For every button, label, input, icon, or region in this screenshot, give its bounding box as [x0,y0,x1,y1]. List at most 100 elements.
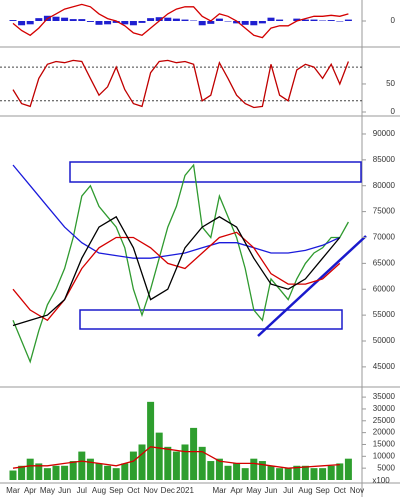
x-tick-label: Jul [283,486,293,495]
y-tick-label: 50 [386,79,395,88]
bar [284,468,292,480]
bar [181,19,189,21]
bar [293,18,301,21]
x-tick-label: Aug [298,486,312,495]
bar [276,468,284,480]
bar [241,468,249,480]
x-tick-label: Sep [109,486,124,495]
x-tick-label: Mar [213,486,227,495]
y-tick-label: 45000 [373,362,396,371]
bar [181,444,189,480]
y-tick-label: 90000 [373,129,396,138]
bar [267,17,275,21]
bar [138,21,146,23]
unit-label: x100 [372,476,390,485]
x-tick-label: Sep [315,486,330,495]
x-tick-label: Apr [24,486,37,495]
y-tick-label: 65000 [373,258,396,267]
series-line [12,163,349,364]
y-tick-label: 5000 [377,463,395,472]
x-tick-label: May [246,486,261,495]
bar [18,21,26,26]
x-tick-label: Jun [265,486,278,495]
bar [198,446,206,480]
series-line [12,59,350,109]
bar [164,446,172,480]
bar [26,21,34,25]
bar [86,458,94,480]
bar [172,18,180,21]
bar [155,17,163,21]
bar [207,461,215,480]
series-line [12,231,341,322]
bar [95,463,103,480]
bar [121,463,129,480]
bar [301,19,309,21]
y-tick-label: 30000 [373,404,396,413]
x-tick-label: Oct [334,486,347,495]
bar [129,451,137,480]
y-tick-label: 50000 [373,336,396,345]
bar [233,21,241,24]
trend-line [257,235,367,337]
bar [112,21,120,23]
bar [155,432,163,480]
bar [35,18,43,21]
x-tick-label: 2021 [176,486,194,495]
bar [35,463,43,480]
series-line [12,215,341,327]
y-tick-label: 55000 [373,310,396,319]
bar [61,465,69,480]
bar [344,19,352,21]
bar [95,21,103,25]
bar [104,465,112,480]
bar [250,21,258,26]
series-line [12,164,341,259]
y-tick-label: 25000 [373,416,396,425]
bar [215,458,223,480]
bar [233,463,241,480]
support-box [79,309,343,330]
x-tick-label: Nov [350,486,364,495]
bar [336,463,344,480]
bar [9,20,17,21]
bar [276,19,284,21]
bar [215,18,223,21]
bar [258,461,266,480]
x-tick-label: Jun [58,486,71,495]
y-tick-label: 20000 [373,428,396,437]
bar [327,20,335,21]
bar [104,21,112,25]
bar [319,468,327,480]
series-line [12,3,349,39]
x-tick-label: Mar [6,486,20,495]
bar [129,21,137,26]
bar [344,458,352,480]
y-tick-label: 60000 [373,284,396,293]
x-tick-label: Nov [143,486,157,495]
x-tick-label: Aug [92,486,106,495]
bar [9,470,17,480]
bar [250,458,258,480]
y-tick-label: 0 [391,107,396,116]
bar [69,19,77,21]
bar [190,427,198,480]
bar [112,468,120,480]
bar [301,465,309,480]
y-tick-label: 10000 [373,451,396,460]
bar [293,465,301,480]
y-tick-label: 80000 [373,181,396,190]
bar [258,21,266,24]
bar [241,21,249,25]
bar [310,19,318,21]
resistance-box [69,161,362,183]
y-tick-label: 15000 [373,440,396,449]
x-tick-label: Apr [230,486,243,495]
bar [121,21,129,25]
bar [52,16,60,21]
bar [164,17,172,21]
bar [138,444,146,480]
bar [61,17,69,21]
